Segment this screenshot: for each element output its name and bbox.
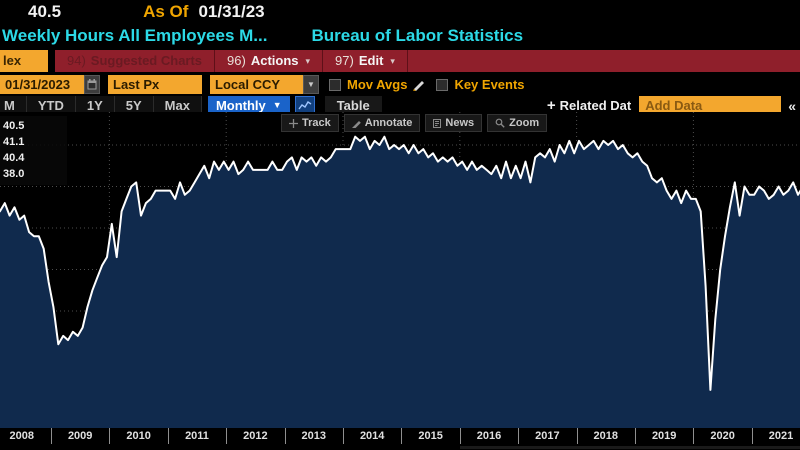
menu-item-edit[interactable]: 97) Edit ▾	[323, 50, 408, 72]
year-label-2011: 2011	[185, 430, 209, 442]
year-tick	[109, 428, 110, 444]
marker-high: 41.1	[3, 136, 25, 148]
year-tick	[577, 428, 578, 444]
add-data-input[interactable]	[639, 96, 782, 115]
related-data-group: + Related Dat «	[547, 96, 800, 115]
data-source-label: Bureau of Labor Statistics	[311, 26, 524, 45]
year-tick	[401, 428, 402, 444]
chevron-down-icon: ▼	[272, 100, 282, 110]
year-tick	[635, 428, 636, 444]
year-tick	[752, 428, 753, 444]
year-label-2021: 2021	[768, 430, 794, 442]
range-button-m[interactable]: M	[0, 96, 27, 115]
pencil-icon[interactable]	[412, 78, 426, 91]
year-label-2015: 2015	[418, 430, 443, 442]
range-button-max[interactable]: Max	[153, 96, 202, 115]
news-button[interactable]: News	[425, 114, 483, 132]
bottom-strip	[460, 446, 800, 449]
mov-avgs-label[interactable]: Mov Avgs	[347, 77, 408, 92]
year-label-2008: 2008	[9, 430, 35, 442]
chevron-down-icon: ▼	[307, 80, 315, 89]
as-of-date: 01/31/23	[198, 2, 265, 21]
chevron-down-icon: ▾	[305, 56, 311, 66]
magnifier-icon	[495, 118, 505, 128]
year-label-2018: 2018	[593, 430, 619, 442]
chart-plot-area[interactable]: Track Annotate News Zoom	[0, 112, 800, 428]
crosshair-icon	[289, 118, 298, 128]
year-label-2012: 2012	[243, 430, 268, 442]
price-marker-box: 40.5 41.1 40.4 38.0	[0, 116, 67, 185]
year-label-2014: 2014	[359, 430, 385, 442]
annotate-button[interactable]: Annotate	[343, 114, 421, 132]
zoom-button[interactable]: Zoom	[487, 114, 548, 132]
related-data-label[interactable]: + Related Dat	[546, 97, 632, 114]
key-events-label[interactable]: Key Events	[454, 77, 525, 92]
currency-dropdown-button[interactable]: ▼	[303, 75, 319, 94]
last-price-value: 40.5	[28, 2, 62, 21]
currency-field[interactable]: Local CCY	[210, 75, 303, 94]
ticker-tab[interactable]: lex	[0, 50, 48, 72]
year-label-2016: 2016	[476, 430, 502, 442]
line-chart-icon	[298, 101, 312, 110]
chevron-down-icon: ▾	[390, 56, 395, 66]
key-events-checkbox[interactable]	[436, 78, 449, 91]
menu-item-suggested-charts[interactable]: 94) Suggested Charts	[55, 50, 216, 72]
price-type-field[interactable]	[108, 75, 202, 94]
menu-number: 96)	[227, 53, 246, 68]
security-header-row2: Weekly Hours All Employees M... Bureau o…	[0, 24, 800, 48]
marker-low: 38.0	[3, 168, 25, 180]
range-button-5y[interactable]: 5Y	[114, 96, 154, 115]
menu-bar-red: 94) Suggested Charts 96) Actions ▾ 97) E…	[55, 50, 800, 72]
period-dropdown[interactable]: Monthly ▼	[207, 96, 290, 115]
security-header-row1: 40.5 As Of 01/31/23	[0, 0, 800, 24]
collapse-panel-icon[interactable]: «	[788, 97, 796, 114]
chart-tools: Track Annotate News Zoom	[281, 114, 548, 132]
year-tick	[460, 428, 461, 444]
year-tick	[693, 428, 694, 444]
year-label-2017: 2017	[535, 430, 560, 442]
menu-item-actions[interactable]: 96) Actions ▾	[215, 50, 324, 72]
year-label-2009: 2009	[67, 430, 93, 442]
range-toolbar: M YTD 1Y 5Y Max Monthly ▼ Table + Relate…	[0, 96, 800, 115]
plus-icon: +	[546, 97, 556, 114]
mov-avgs-checkbox[interactable]	[329, 78, 341, 91]
year-tick	[226, 428, 227, 444]
security-title: Weekly Hours All Employees M...	[2, 26, 268, 45]
menu-number: 97)	[335, 53, 354, 68]
year-tick	[518, 428, 519, 444]
marker-average: 40.4	[3, 152, 25, 164]
x-axis: 2008 2009 2010 2011 2012 2013 2014 2015 2016 2017…	[0, 428, 800, 446]
year-label-2020: 2020	[710, 430, 735, 442]
range-button-1y[interactable]: 1Y	[75, 96, 115, 115]
track-button[interactable]: Track	[281, 114, 339, 132]
marker-last: 40.5	[3, 120, 25, 132]
year-tick	[51, 428, 52, 444]
menu-number: 94)	[67, 53, 86, 68]
range-button-ytd[interactable]: YTD	[26, 96, 76, 115]
menu-bar: lex 94) Suggested Charts 96) Actions ▾ 9…	[0, 50, 800, 72]
year-tick	[168, 428, 169, 444]
as-of-label: As Of	[143, 2, 189, 21]
year-tick	[285, 428, 286, 444]
year-label-2010: 2010	[126, 430, 151, 442]
year-tick	[343, 428, 344, 444]
calendar-icon	[87, 79, 97, 90]
year-label-2019: 2019	[651, 430, 677, 442]
calendar-button[interactable]	[84, 75, 100, 94]
date-input[interactable]	[0, 75, 84, 94]
chart-settings-toolbar: Local CCY ▼ Mov Avgs Key Events	[0, 74, 800, 95]
news-icon	[433, 118, 442, 128]
year-label-2013: 2013	[301, 430, 327, 442]
table-button[interactable]: Table	[324, 96, 382, 115]
pencil-icon	[351, 120, 361, 128]
price-chart	[0, 112, 800, 428]
